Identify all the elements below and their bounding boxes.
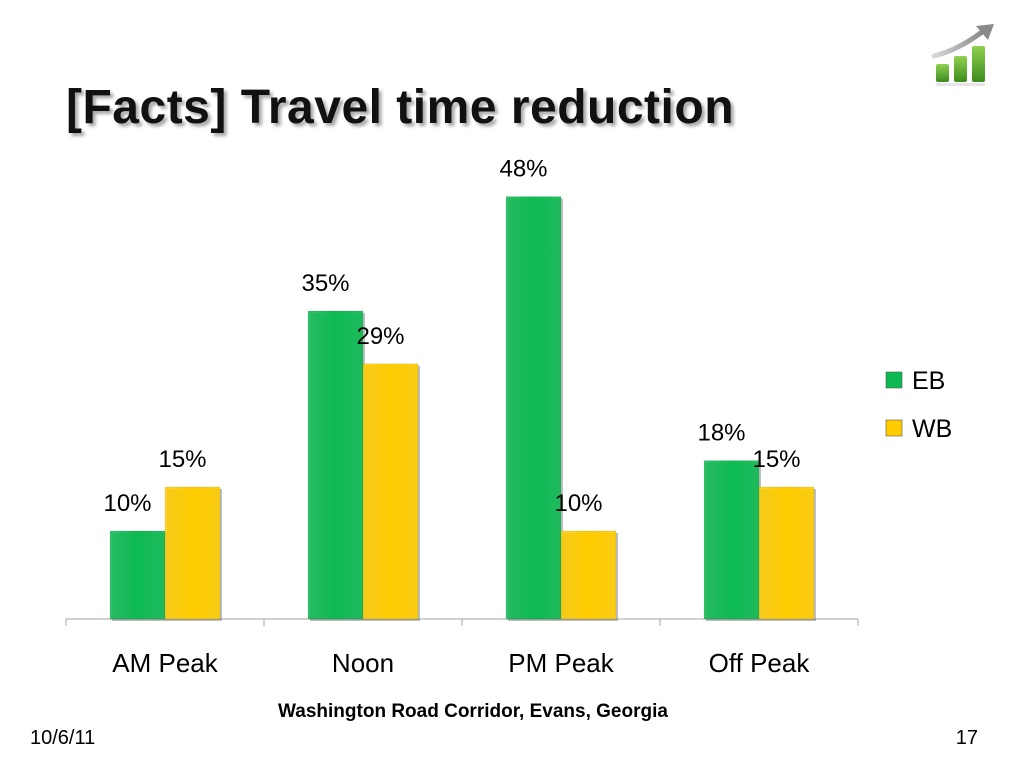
data-label: 29% [356,323,404,350]
legend-swatch [885,419,903,437]
data-label: 10% [103,490,151,517]
bar-wb [164,486,221,620]
slide-date: 10/6/11 [30,727,96,749]
bar-eb [307,310,364,620]
slide-title: [Facts] Travel time reduction [66,81,735,134]
growth-chart-icon [931,24,994,86]
bar-wb [758,486,815,620]
data-label: 10% [554,490,602,517]
x-tick-label: AM Peak [112,648,218,678]
bar-eb [109,530,166,620]
bar-eb [703,460,760,620]
page-number: 17 [955,727,978,749]
x-tick-label: Off Peak [709,648,811,678]
data-label: 35% [301,270,349,297]
legend-label: WB [912,415,952,443]
bar-eb [505,196,562,620]
legend-label: EB [912,367,945,395]
x-tick-label: PM Peak [508,648,614,678]
data-label: 48% [499,156,547,183]
legend-swatch [885,371,903,389]
bar-wb [560,530,617,620]
data-label: 15% [752,446,800,473]
data-label: 18% [697,420,745,447]
footer-note: Washington Road Corridor, Evans, Georgia [278,701,668,722]
x-tick-label: Noon [332,648,394,678]
bar-wb [362,363,419,620]
data-label: 15% [158,446,206,473]
